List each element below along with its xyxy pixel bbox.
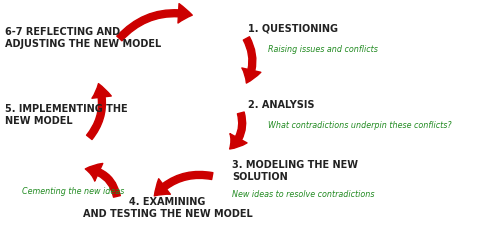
Text: What contradictions underpin these conflicts?: What contradictions underpin these confl… (268, 122, 451, 130)
Text: New ideas to resolve contradictions: New ideas to resolve contradictions (232, 190, 375, 199)
FancyArrowPatch shape (230, 112, 247, 149)
Text: 4. EXAMINING
AND TESTING THE NEW MODEL: 4. EXAMINING AND TESTING THE NEW MODEL (82, 197, 252, 219)
FancyArrowPatch shape (117, 4, 192, 41)
Text: 6-7 REFLECTING AND
ADJUSTING THE NEW MODEL: 6-7 REFLECTING AND ADJUSTING THE NEW MOD… (5, 27, 161, 50)
Text: 5. IMPLEMENTING THE
NEW MODEL: 5. IMPLEMENTING THE NEW MODEL (5, 104, 128, 126)
Text: Cementing the new ideas: Cementing the new ideas (22, 187, 125, 196)
Text: 2. ANALYSIS: 2. ANALYSIS (248, 100, 314, 110)
Text: 1. QUESTIONING: 1. QUESTIONING (248, 24, 338, 34)
Text: Raising issues and conflicts: Raising issues and conflicts (268, 45, 378, 54)
FancyArrowPatch shape (86, 84, 112, 140)
Text: 3. MODELING THE NEW
SOLUTION: 3. MODELING THE NEW SOLUTION (232, 160, 358, 182)
FancyArrowPatch shape (86, 163, 120, 197)
FancyArrowPatch shape (242, 37, 261, 83)
FancyArrowPatch shape (154, 171, 213, 196)
